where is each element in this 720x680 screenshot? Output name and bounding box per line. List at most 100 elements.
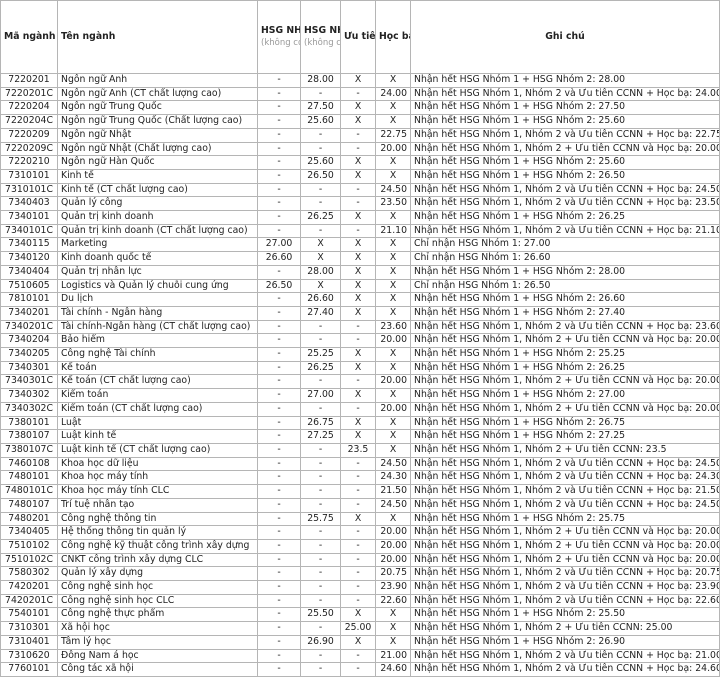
note-cell: Nhận hết HSG Nhóm 1, Nhóm 2 và Ưu tiên C… (410, 580, 720, 595)
ccnn-cell: - (340, 525, 376, 540)
table-row: 7480107 Trí tuệ nhân tạo - - -24.50 Nhận hết … (0, 497, 720, 513)
note-cell: Nhận hết HSG Nhóm 1, Nhóm 2 + Ưu tiên CC… (410, 621, 720, 636)
hsg1-cell: - (257, 429, 301, 444)
table-row: 7760101 Công tác xã hội - - -24.60 Nhận hết H… (0, 662, 720, 677)
note-cell: Nhận hết HSG Nhóm 1, Nhóm 2 và Ưu tiên C… (410, 319, 720, 335)
hsg2-cell: - (300, 223, 341, 239)
name-cell: Ngôn ngữ Anh (CT chất lượng cao) (57, 86, 258, 102)
table-row: 7580302 Quản lý xây dựng - - -20.75 Nhận hết … (0, 566, 720, 582)
note-cell: Nhận hết HSG Nhóm 1 + HSG Nhóm 2: 26.75 (410, 415, 720, 431)
hsg2-cell: - (300, 648, 341, 664)
table-row: 7340204 Bảo hiểm - - -20.00 Nhận hết HSG Nhóm… (0, 333, 720, 349)
note-cell: Nhận hết HSG Nhóm 1 + HSG Nhóm 2: 26.90 (410, 634, 720, 650)
name-cell: Công nghệ thông tin (57, 511, 258, 527)
ccnn-cell: - (340, 593, 376, 609)
hsg2-cell: - (300, 580, 341, 595)
name-cell: Công nghệ kỹ thuật công trình xây dựng (57, 538, 258, 554)
table-row: 7340101C Quản trị kinh doanh (CT chất lượ… (0, 223, 720, 239)
note-cell: Nhận hết HSG Nhóm 1 + HSG Nhóm 2: 25.50 (410, 607, 720, 623)
hocba-cell: 23.90 (375, 580, 411, 595)
hocba-cell: X (375, 305, 411, 321)
note-cell: Chỉ nhận HSG Nhóm 1: 26.60 (410, 251, 720, 266)
header-hocba: Học bạ (375, 0, 411, 74)
hocba-cell: X (375, 429, 411, 444)
table-row: 7310101C Kinh tế (CT chất lượng cao) - - -24… (0, 182, 720, 198)
ccnn-cell: - (340, 333, 376, 349)
ccnn-cell: X (340, 114, 376, 129)
hsg1-cell: - (257, 168, 301, 184)
table-body: 7220201 Ngôn ngữ Anh -28.00 X X Nhận hết HSG … (0, 73, 720, 677)
hsg2-cell: 27.40 (300, 305, 341, 321)
ccnn-cell: - (340, 141, 376, 157)
code-cell: 7340115 (0, 237, 58, 253)
ccnn-cell: 23.5 (340, 442, 376, 458)
header-hsg1: HSG NHÓM 1 (không có CCNN) (257, 0, 301, 74)
hsg2-cell: - (300, 525, 341, 540)
ccnn-cell: X (340, 237, 376, 253)
ccnn-cell: - (340, 552, 376, 568)
hsg2-cell: - (300, 484, 341, 499)
hocba-cell: 24.50 (375, 182, 411, 198)
note-cell: Nhận hết HSG Nhóm 1 + HSG Nhóm 2: 26.25 (410, 210, 720, 225)
hocba-cell: 23.50 (375, 196, 411, 212)
note-cell: Nhận hết HSG Nhóm 1 + HSG Nhóm 2: 25.75 (410, 511, 720, 527)
code-cell: 7380101 (0, 415, 58, 431)
hocba-cell: 20.00 (375, 401, 411, 417)
ccnn-cell: - (340, 223, 376, 239)
hsg1-cell: - (257, 388, 301, 403)
hsg2-cell: - (300, 566, 341, 582)
hocba-cell: 20.00 (375, 552, 411, 568)
code-cell: 7340101 (0, 210, 58, 225)
table-row: 7540101 Công nghệ thực phẩm -25.50 X X Nhận h… (0, 607, 720, 623)
ccnn-cell: X (340, 251, 376, 266)
code-cell: 7220201 (0, 73, 58, 88)
hsg1-cell: - (257, 360, 301, 376)
table-row: 7420201C Công nghệ sinh học CLC - - -22.60 Nh… (0, 593, 720, 609)
hsg2-cell: - (300, 333, 341, 349)
header-name: Tên ngành (57, 0, 258, 74)
hocba-cell: X (375, 251, 411, 266)
hocba-cell: X (375, 442, 411, 458)
hsg1-cell: - (257, 593, 301, 609)
name-cell: Kế toán (CT chất lượng cao) (57, 374, 258, 390)
hsg1-cell: - (257, 196, 301, 212)
hsg2-cell: 27.00 (300, 388, 341, 403)
code-cell: 7340120 (0, 251, 58, 266)
hsg1-cell: - (257, 305, 301, 321)
note-cell: Nhận hết HSG Nhóm 1, Nhóm 2 và Ưu tiên C… (410, 648, 720, 664)
note-cell: Nhận hết HSG Nhóm 1, Nhóm 2 và Ưu tiên C… (410, 566, 720, 582)
ccnn-cell: - (340, 580, 376, 595)
hsg1-cell: - (257, 264, 301, 280)
hsg2-cell: 26.90 (300, 634, 341, 650)
note-cell: Nhận hết HSG Nhóm 1 + HSG Nhóm 2: 26.50 (410, 168, 720, 184)
code-cell: 7480101 (0, 470, 58, 486)
hsg1-cell: - (257, 456, 301, 472)
hsg1-cell: - (257, 484, 301, 499)
ccnn-cell: X (340, 305, 376, 321)
hsg2-cell: - (300, 593, 341, 609)
note-cell: Nhận hết HSG Nhóm 1 + HSG Nhóm 2: 27.25 (410, 429, 720, 444)
note-cell: Chỉ nhận HSG Nhóm 1: 26.50 (410, 278, 720, 294)
table-row: 7220204 Ngôn ngữ Trung Quốc -27.50 X X Nhận h… (0, 100, 720, 116)
table-row: 7340405 Hệ thống thông tin quản lý - - -20.0… (0, 525, 720, 540)
name-cell: Luật (57, 415, 258, 431)
name-cell: Công nghệ sinh học (57, 580, 258, 595)
table-row: 7510605 Logistics và Quản lý chuỗi cung ứ… (0, 278, 720, 294)
hsg2-cell: 28.00 (300, 264, 341, 280)
hsg1-cell: - (257, 470, 301, 486)
hocba-cell: 21.50 (375, 484, 411, 499)
hsg1-cell: - (257, 114, 301, 129)
name-cell: Hệ thống thông tin quản lý (57, 525, 258, 540)
note-cell: Nhận hết HSG Nhóm 1, Nhóm 2 và Ưu tiên C… (410, 470, 720, 486)
name-cell: Kinh tế (57, 168, 258, 184)
note-cell: Nhận hết HSG Nhóm 1, Nhóm 2 + Ưu tiên CC… (410, 525, 720, 540)
hsg2-cell: - (300, 141, 341, 157)
hocba-cell: 20.00 (375, 525, 411, 540)
note-cell: Nhận hết HSG Nhóm 1, Nhóm 2 và Ưu tiên C… (410, 182, 720, 198)
name-cell: Quản trị nhân lực (57, 264, 258, 280)
note-cell: Nhận hết HSG Nhóm 1, Nhóm 2 + Ưu tiên CC… (410, 401, 720, 417)
ccnn-cell: - (340, 497, 376, 513)
ccnn-cell: - (340, 648, 376, 664)
table-row: 7340101 Quản trị kinh doanh -26.25 X X Nhận h… (0, 210, 720, 225)
